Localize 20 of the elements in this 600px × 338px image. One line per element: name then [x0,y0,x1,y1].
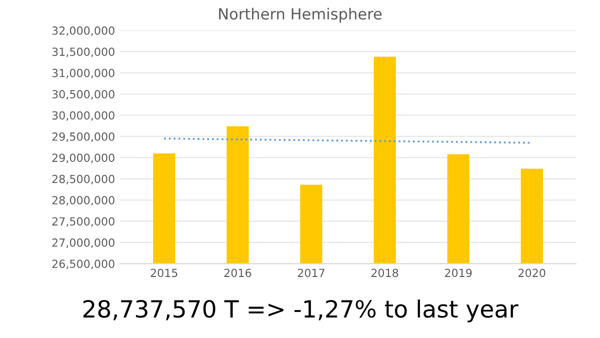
y-tick-label: 26,500,000 [52,260,114,270]
y-tick-label: 28,500,000 [52,174,114,184]
x-tick-label: 2019 [445,268,472,278]
y-tick-label: 28,000,000 [52,196,114,206]
y-tick-label: 31,000,000 [52,68,114,78]
y-tick-label: 30,500,000 [52,90,114,100]
text: 28,737,570 T => -1,27% to last year [83,300,518,322]
x-tick-label: 2016 [224,268,252,278]
x-tick-label: 2017 [298,268,324,278]
y-tick-label: 31,500,000 [52,48,114,58]
y-tick-label: 27,500,000 [52,217,114,227]
x-tick-label: 2018 [371,268,398,278]
y-tick-label: 32,000,000 [52,26,114,36]
x-tick-label: 2015 [150,268,178,278]
chart-title: Northern Hemisphere [219,8,382,23]
y-tick-label: 30,000,000 [52,111,114,121]
y-tick-label: 27,000,000 [52,238,114,248]
y-tick-label: 29,000,000 [52,154,114,164]
y-tick-label: 29,500,000 [52,132,114,142]
x-tick-label: 2020 [518,268,546,278]
